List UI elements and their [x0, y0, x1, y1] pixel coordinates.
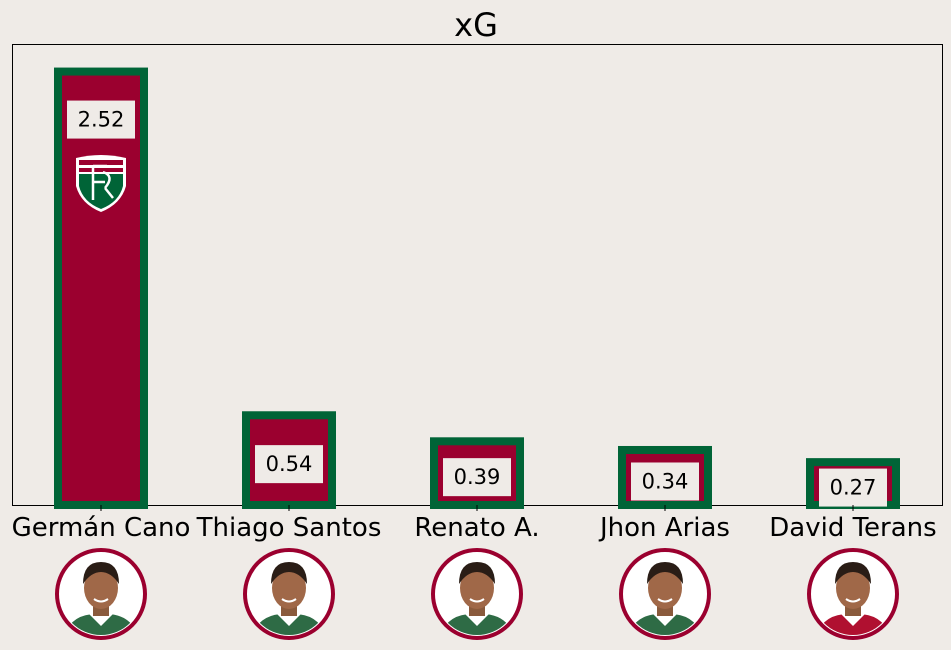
- plot-area: [12, 44, 943, 506]
- value-label-box: [255, 445, 323, 484]
- x-tick-label: Thiago Santos: [196, 513, 382, 543]
- x-tick-label: Renato A.: [414, 513, 539, 543]
- labels-layer: 2.52 0.54 0.39 0.34 0.27: [67, 100, 887, 507]
- value-label: 0.39: [454, 465, 501, 489]
- chart-title: xG: [454, 6, 498, 44]
- player-avatar-icon: [431, 548, 523, 640]
- value-label: 0.54: [266, 452, 313, 476]
- x-tick-label: David Terans: [769, 513, 936, 543]
- x-tick-label: Germán Cano: [12, 513, 191, 543]
- player-avatar-icon: [619, 548, 711, 640]
- ticks-layer: Germán Cano Thiago Santos Renato A. Jhon Ar…: [12, 505, 937, 543]
- crest-layer: [76, 155, 126, 212]
- bars-layer: [54, 67, 900, 510]
- club-crest-icon: [76, 155, 126, 212]
- value-label-box: [819, 468, 887, 507]
- value-label: 0.27: [830, 476, 877, 500]
- value-label-box: [631, 462, 699, 501]
- value-label: 0.34: [642, 469, 689, 493]
- value-label-box: [67, 100, 135, 139]
- value-label-box: [443, 458, 511, 497]
- x-tick-label: Jhon Arias: [598, 513, 730, 543]
- player-avatar-icon: [243, 548, 335, 640]
- value-label: 2.52: [78, 108, 125, 132]
- player-avatar-icon: [807, 548, 899, 640]
- player-avatar-icon: [55, 548, 147, 640]
- avatars-layer: [55, 548, 899, 640]
